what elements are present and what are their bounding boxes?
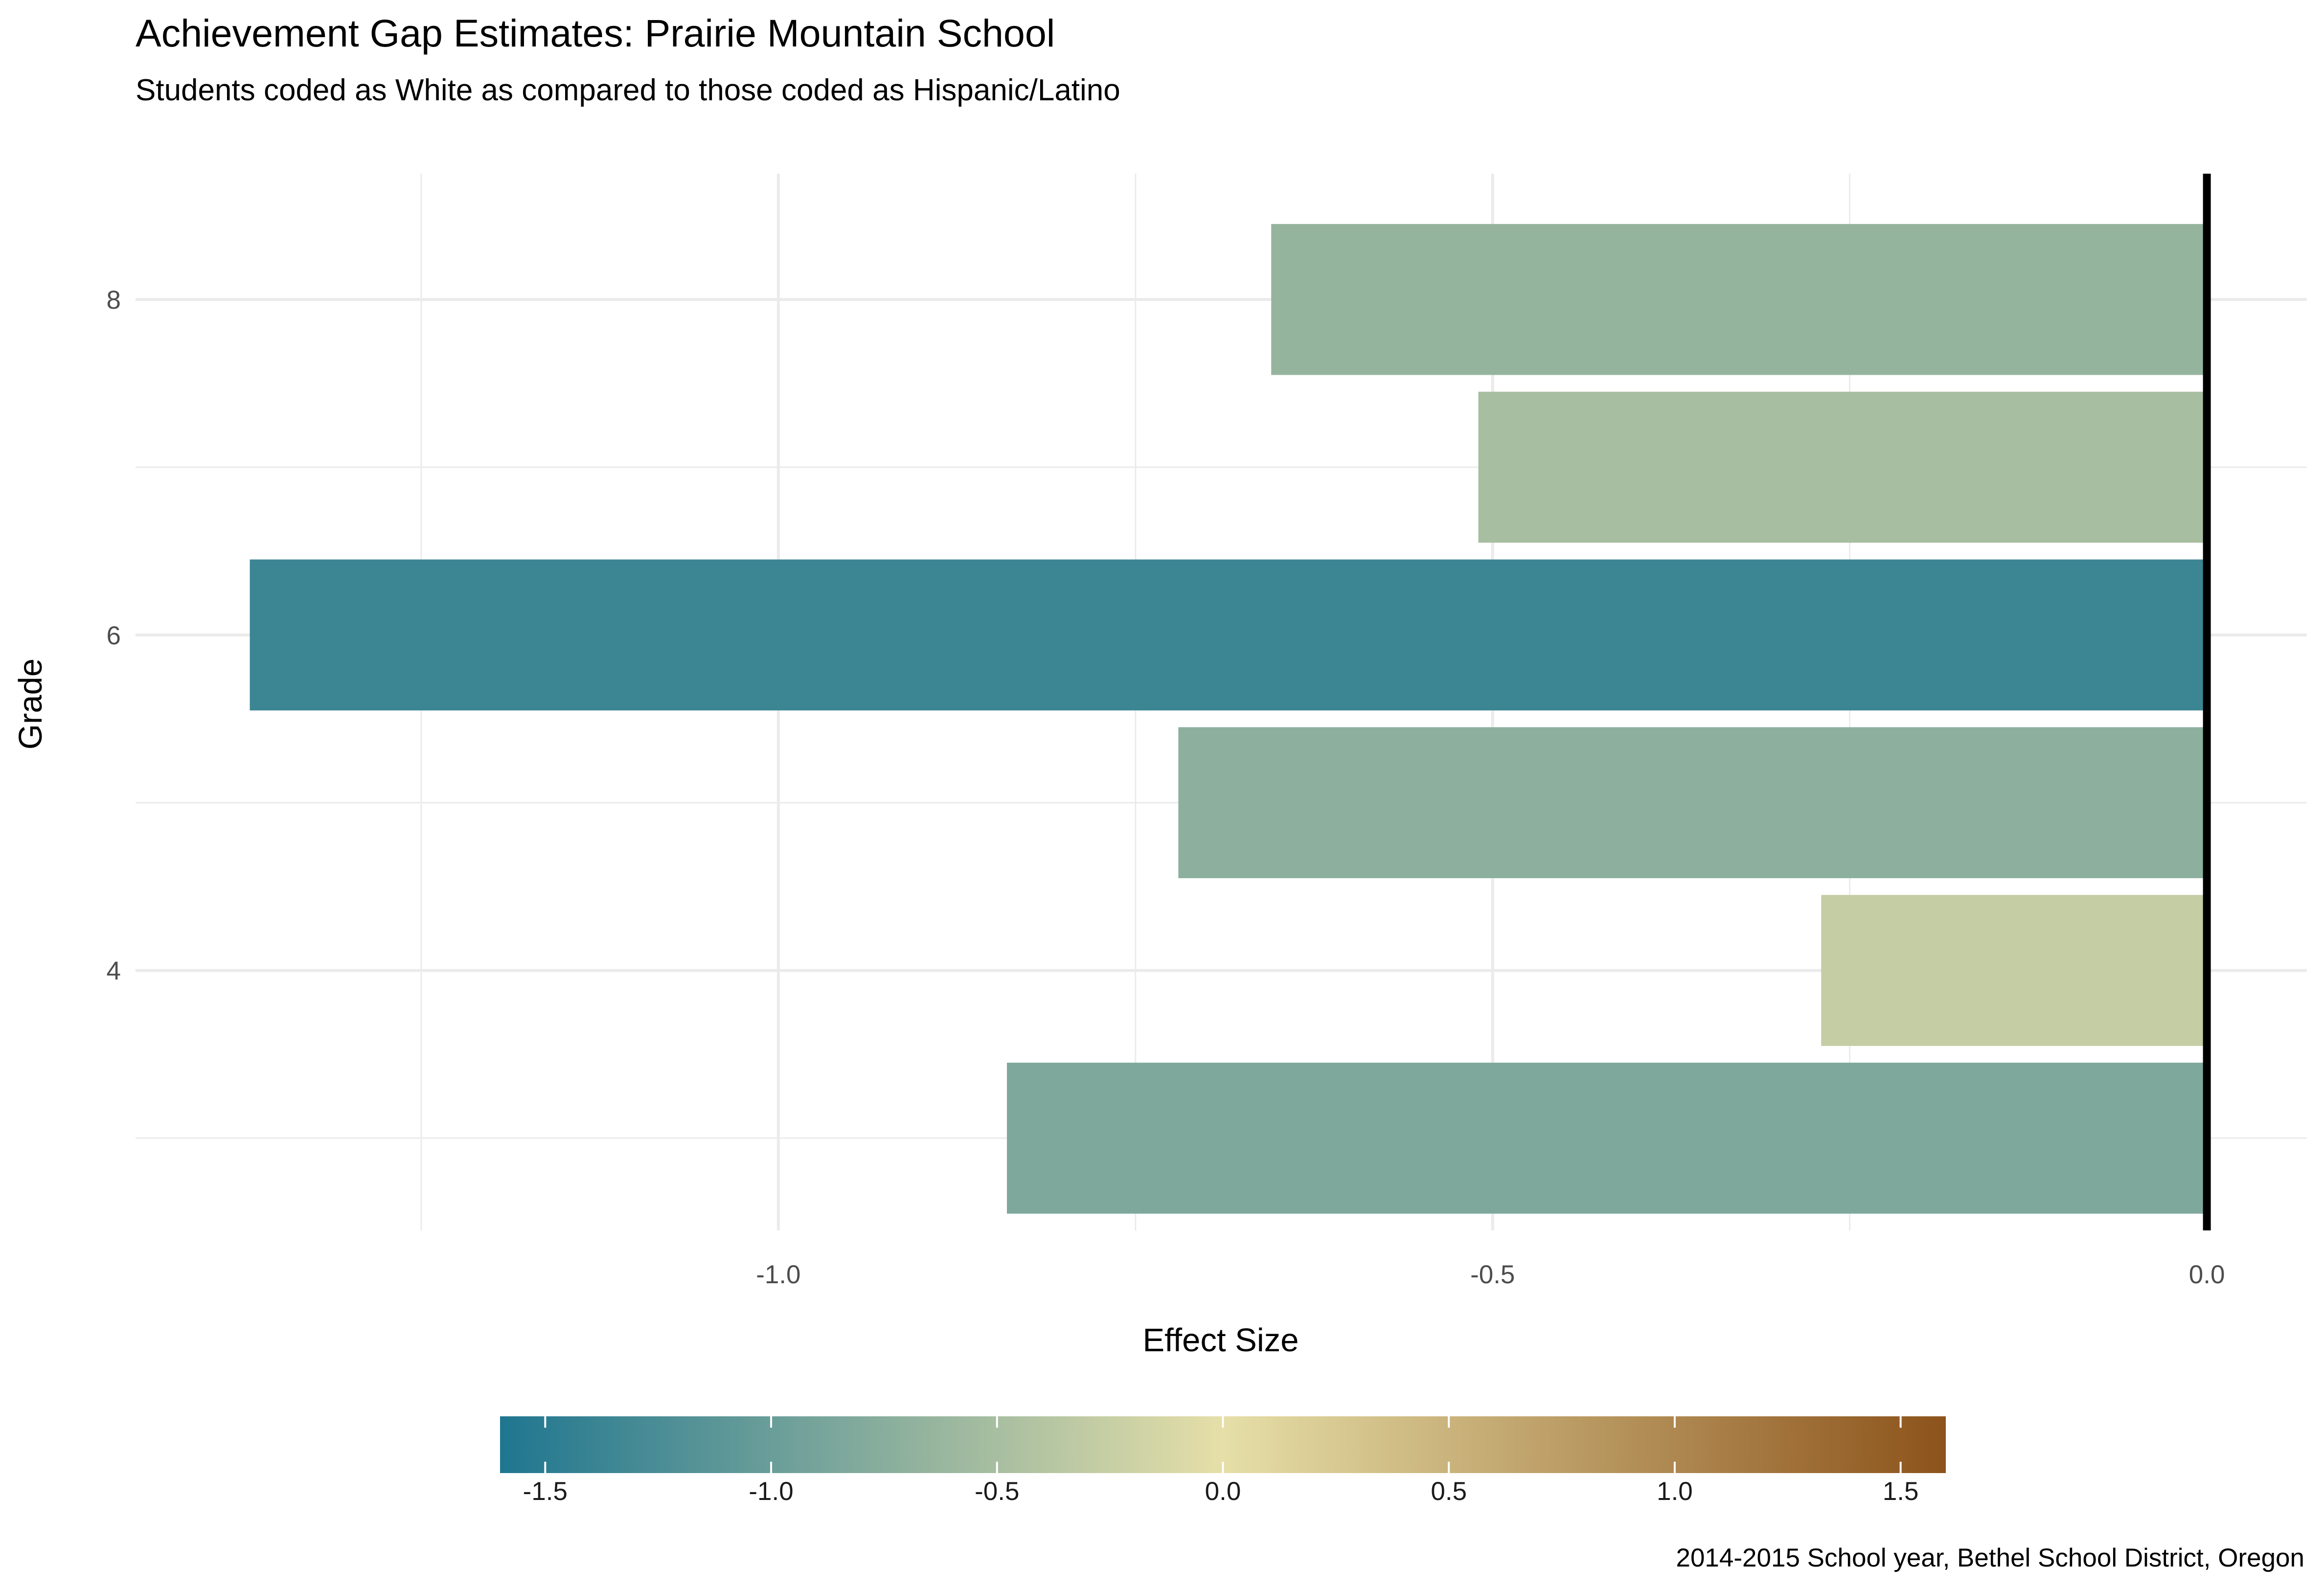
x-tick-label: -1.0 [756, 1260, 800, 1289]
colorbar-tick-label: 1.5 [1883, 1477, 1919, 1506]
colorbar-tick-label: -1.0 [749, 1477, 793, 1506]
y-tick-label: 8 [107, 286, 121, 315]
bar-grade-5 [1178, 727, 2207, 878]
y-axis-label: Grade [12, 659, 49, 750]
colorbar-ticks: -1.5 -1.0 -0.5 0.0 0.5 1.0 1.5 [523, 1416, 1919, 1506]
bars [250, 224, 2207, 1214]
x-tick-label: -0.5 [1470, 1260, 1515, 1289]
bar-grade-3 [1007, 1063, 2207, 1214]
colorbar-tick-label: -1.5 [523, 1477, 568, 1506]
x-axis-label: Effect Size [1142, 1322, 1299, 1359]
colorbar-tick-label: 0.5 [1431, 1477, 1467, 1506]
chart-title: Achievement Gap Estimates: Prairie Mount… [136, 11, 1055, 55]
bar-grade-7 [1478, 391, 2207, 543]
bar-grade-6 [250, 559, 2207, 711]
chart-subtitle: Students coded as White as compared to t… [136, 73, 1120, 107]
colorbar-tick-label: -0.5 [975, 1477, 1019, 1506]
caption: 2014-2015 School year, Bethel School Dis… [1676, 1544, 2304, 1572]
legend-colorbar: -1.5 -1.0 -0.5 0.0 0.5 1.0 1.5 [500, 1416, 1946, 1506]
bar-grade-8 [1271, 224, 2207, 375]
y-tick-label: 4 [107, 957, 121, 986]
x-axis-ticks: -1.0 -0.5 0.0 [756, 1260, 2225, 1289]
y-axis-ticks: 4 6 8 [107, 286, 121, 985]
colorbar-tick-label: 1.0 [1657, 1477, 1693, 1506]
y-tick-label: 6 [107, 621, 121, 650]
colorbar-tick-label: 0.0 [1205, 1477, 1241, 1506]
x-tick-label: 0.0 [2189, 1260, 2225, 1289]
bar-grade-4 [1821, 895, 2207, 1046]
